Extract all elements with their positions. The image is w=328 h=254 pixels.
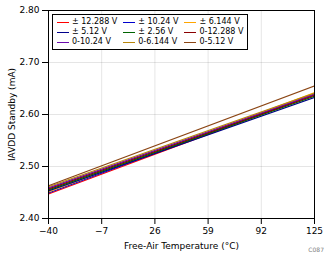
svg-text:92: 92 [256, 226, 267, 236]
svg-text:26: 26 [149, 226, 161, 236]
html-text:± 2.56 V: ± 2.56 V [138, 27, 174, 36]
html-text:0-6.144 V: 0-6.144 V [138, 37, 178, 46]
svg-text:−40: −40 [39, 226, 58, 236]
html-text:0-10.24 V: 0-10.24 V [72, 37, 111, 46]
html-text:0-12.288 V: 0-12.288 V [199, 27, 244, 36]
svg-text:125: 125 [306, 226, 323, 236]
svg-text:Free-Air Temperature (°C): Free-Air Temperature (°C) [124, 241, 239, 251]
html-text:± 10.24 V: ± 10.24 V [138, 17, 179, 26]
html-text:± 6.144 V: ± 6.144 V [199, 17, 240, 26]
html-text:C087: C087 [308, 246, 324, 253]
svg-text:2.60: 2.60 [19, 109, 39, 119]
svg-text:2.40: 2.40 [19, 213, 39, 223]
svg-text:−7: −7 [95, 226, 108, 236]
svg-text:2.80: 2.80 [19, 5, 39, 15]
svg-text:IAVDD Standby (mA): IAVDD Standby (mA) [7, 68, 17, 161]
svg-text:2.70: 2.70 [19, 57, 39, 67]
html-text:0-5.12 V: 0-5.12 V [199, 37, 234, 46]
html-text:± 12.288 V: ± 12.288 V [72, 17, 118, 26]
html-text:± 5.12 V: ± 5.12 V [72, 27, 108, 36]
svg-text:2.50: 2.50 [19, 161, 39, 171]
svg-text:59: 59 [202, 226, 214, 236]
